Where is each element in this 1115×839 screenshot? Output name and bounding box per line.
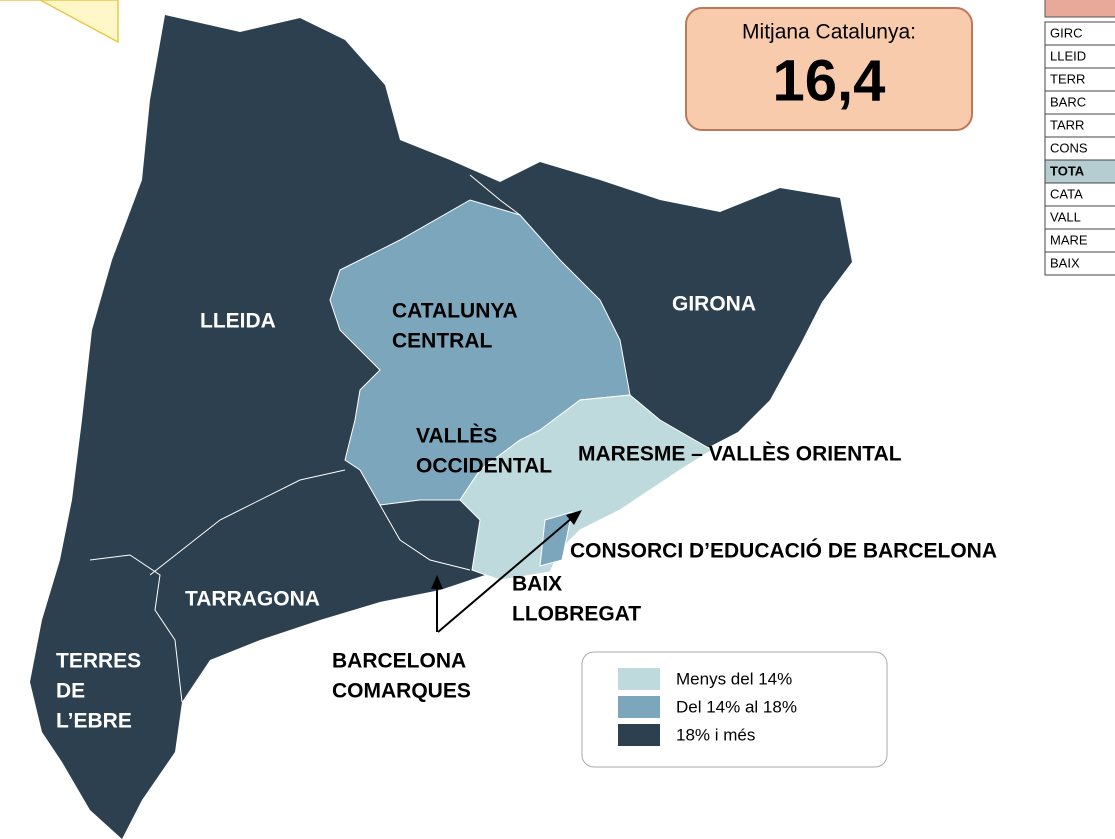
region-label: BARCELONA bbox=[332, 650, 466, 673]
legend-label: Menys del 14% bbox=[676, 669, 792, 688]
table-cell: CONS bbox=[1050, 140, 1088, 155]
region-label: LLEIDA bbox=[200, 310, 276, 333]
region-label: TARRAGONA bbox=[185, 588, 320, 611]
table-cell: TERR bbox=[1050, 71, 1085, 86]
border bbox=[379, 504, 471, 571]
region-label: COMARQUES bbox=[332, 680, 471, 703]
arrowhead bbox=[431, 575, 443, 589]
table-cell: VALL bbox=[1050, 209, 1081, 224]
border bbox=[89, 554, 183, 703]
legend-swatch bbox=[618, 668, 660, 690]
region-label: LLOBREGAT bbox=[512, 603, 641, 626]
region-label: CENTRAL bbox=[392, 330, 492, 353]
region-label: CATALUNYA bbox=[392, 300, 518, 323]
table-cell: BAIX bbox=[1050, 255, 1080, 270]
table-header bbox=[1044, 0, 1115, 18]
table-cell: GIRC bbox=[1050, 25, 1083, 40]
table-cell: CATA bbox=[1050, 186, 1083, 201]
table-cell: MARE bbox=[1050, 232, 1088, 247]
table-cell: BARC bbox=[1050, 94, 1086, 109]
table: GIRC LLEID TERR BARC TARR CONS TOTA CATA VALL MAR… bbox=[1044, 0, 1115, 276]
region-label: VALLÈS bbox=[416, 425, 497, 448]
callout-fragment bbox=[0, 0, 119, 44]
table-cell: LLEID bbox=[1050, 48, 1086, 63]
region-label: GIRONA bbox=[672, 293, 756, 316]
table-cell: TARR bbox=[1050, 117, 1084, 132]
average-value: 16,4 bbox=[773, 48, 886, 113]
region-labels: LLEIDA CATALUNYA CENTRAL GIRONA VALLÈS OCCIDE… bbox=[56, 293, 997, 733]
region-label: OCCIDENTAL bbox=[416, 455, 552, 478]
region-label: BAIX bbox=[512, 573, 562, 596]
legend-label: Del 14% al 18% bbox=[676, 697, 797, 716]
legend-label: 18% i més bbox=[676, 725, 755, 744]
region-label: DE bbox=[56, 680, 85, 703]
region-label: MARESME – VALLÈS ORIENTAL bbox=[578, 443, 902, 466]
region-label: TERRES bbox=[56, 650, 141, 673]
border bbox=[149, 469, 346, 576]
average-label: Mitjana Catalunya: bbox=[742, 21, 916, 44]
region-label: CONSORCI D’EDUCACIÓ DE BARCELONA bbox=[570, 539, 997, 563]
arrow bbox=[437, 517, 573, 633]
average-box bbox=[685, 7, 973, 131]
legend-swatch bbox=[618, 696, 660, 718]
table-row bbox=[1044, 251, 1115, 276]
region-label: L’EBRE bbox=[56, 710, 132, 733]
legend-swatch bbox=[618, 724, 660, 746]
border bbox=[469, 174, 521, 216]
legend: Menys del 14% Del 14% al 18% 18% i més bbox=[618, 668, 797, 746]
table-cell: TOTA bbox=[1050, 163, 1085, 178]
arrowhead bbox=[566, 510, 582, 525]
